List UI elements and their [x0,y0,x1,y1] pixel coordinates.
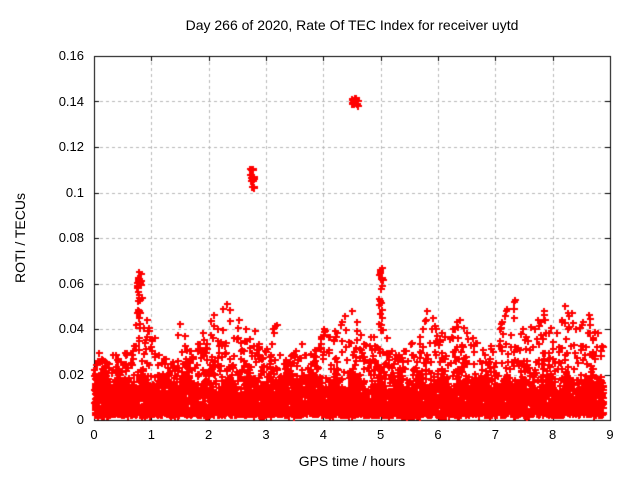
y-tick-label: 0.14 [58,93,84,109]
x-axis-label: GPS time / hours [298,453,406,469]
x-tick-label: 2 [205,427,213,442]
x-tick-label: 8 [549,427,557,442]
x-tick-label: 6 [434,427,442,442]
chart-title: Day 266 of 2020, Rate Of TEC Index for r… [185,17,519,33]
x-tick-label: 4 [319,427,327,442]
y-tick-label: 0.12 [58,139,84,154]
y-tick-label: 0.08 [58,230,84,245]
x-tick-label: 9 [606,427,614,442]
x-tick-label: 7 [491,427,499,442]
y-tick-label: 0.1 [65,184,84,200]
y-tick-label: 0 [76,412,84,427]
x-tick-label: 0 [90,427,98,442]
y-tick-label: 0.04 [58,321,84,336]
x-tick-label: 1 [147,427,155,442]
x-tick-label: 5 [377,427,385,442]
y-tick-label: 0.16 [58,48,84,63]
y-tick-label: 0.06 [58,275,84,291]
x-tick-label: 3 [262,427,270,442]
y-tick-label: 0.02 [58,366,84,382]
